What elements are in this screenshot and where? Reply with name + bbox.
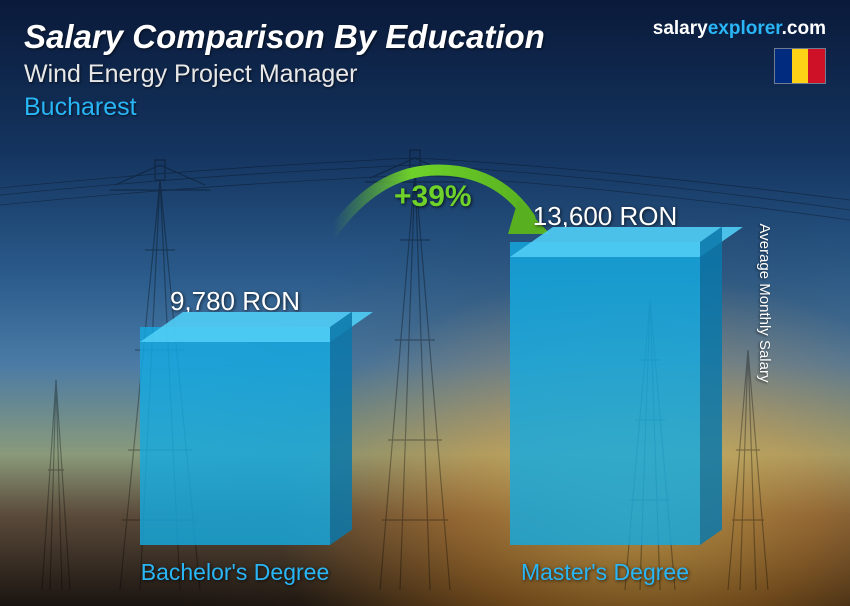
bar-front-1 [510, 242, 700, 545]
main-title: Salary Comparison By Education [24, 18, 653, 56]
brand-prefix: salary [653, 18, 708, 39]
bar-side-1 [700, 227, 722, 545]
flag-stripe-1 [775, 49, 792, 83]
country-flag-icon [774, 48, 826, 84]
bar-side-0 [330, 312, 352, 545]
bar-group-bachelors: 9,780 RON Bachelor's Degree [110, 286, 360, 586]
job-subtitle: Wind Energy Project Manager [24, 60, 653, 89]
content-layer: Salary Comparison By Education Wind Ener… [0, 0, 850, 606]
brand-block: salaryexplorer.com [653, 18, 826, 84]
brand-mid: explorer [708, 18, 782, 39]
bar-front-0 [140, 327, 330, 545]
bar-3d-0 [140, 327, 330, 545]
bar-3d-1 [510, 242, 700, 545]
flag-stripe-2 [792, 49, 809, 83]
brand-suffix: .com [782, 18, 826, 39]
location-label: Bucharest [24, 93, 653, 122]
increase-percentage: +39% [394, 180, 472, 214]
bar-chart: +39% 9,780 RON Bachelor's Degree 13,600 … [60, 156, 780, 586]
brand-logo-text: salaryexplorer.com [653, 18, 826, 40]
bar-group-masters: 13,600 RON Master's Degree [480, 201, 730, 586]
header: Salary Comparison By Education Wind Ener… [24, 18, 826, 122]
title-block: Salary Comparison By Education Wind Ener… [24, 18, 653, 122]
flag-stripe-3 [808, 49, 825, 83]
bar-label-0: Bachelor's Degree [110, 559, 360, 586]
bar-label-1: Master's Degree [480, 559, 730, 586]
